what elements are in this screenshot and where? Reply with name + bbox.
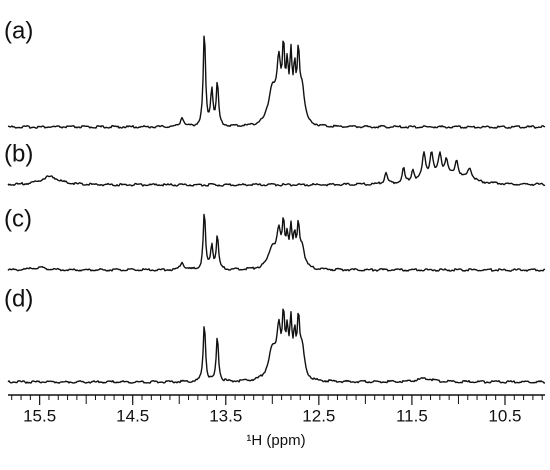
- x-tick-label: 14.5: [116, 406, 149, 425]
- spectrum-trace: [7, 308, 546, 384]
- x-tick-label: 15.5: [23, 406, 56, 425]
- legend-label: (a): [4, 17, 33, 44]
- legend-label: (c): [4, 205, 32, 232]
- x-tick-label: 10.5: [488, 406, 521, 425]
- x-axis-label: ¹H (ppm): [246, 432, 305, 449]
- x-tick-label: 13.5: [209, 406, 242, 425]
- spectrum-trace: [7, 151, 546, 187]
- x-tick-label: 12.5: [302, 406, 335, 425]
- legend-label: (d): [4, 285, 33, 312]
- x-tick-label: 11.5: [396, 406, 428, 425]
- spectrum-trace: [7, 35, 546, 129]
- legend-label: (b): [4, 140, 33, 167]
- spectrum-trace: [7, 213, 546, 272]
